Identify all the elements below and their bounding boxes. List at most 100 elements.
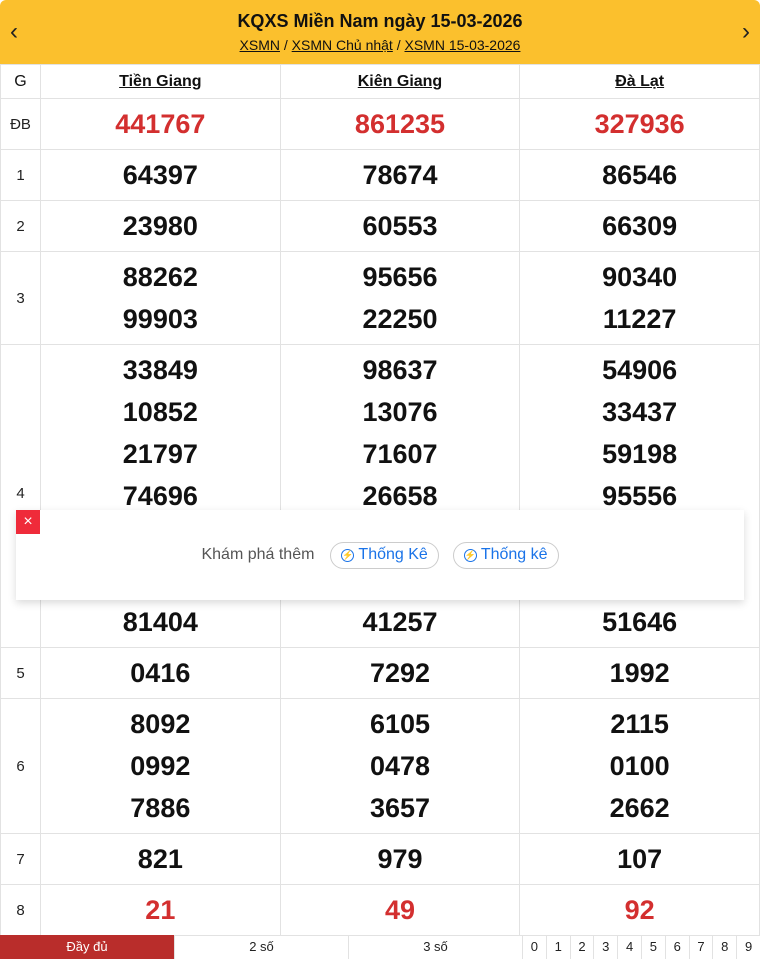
- prize-number: 7886: [130, 793, 191, 823]
- prize-number: 23980: [122, 211, 198, 241]
- statistics-chip[interactable]: ⚡ Thống Kê: [330, 541, 439, 569]
- breadcrumb-xsmn[interactable]: XSMN: [239, 37, 280, 53]
- tab-2-digits[interactable]: 2 số: [174, 935, 348, 959]
- prize-cell: 1992: [519, 647, 760, 699]
- prize-number: 60553: [362, 211, 438, 241]
- bolt-icon: ⚡: [341, 548, 355, 562]
- digit-filter-0[interactable]: 0: [522, 935, 546, 959]
- tab-full[interactable]: Đầy đủ: [0, 935, 174, 959]
- prize-cell: 107: [519, 833, 760, 885]
- prize-label: ĐB: [0, 98, 41, 150]
- digit-filter-9[interactable]: 9: [736, 935, 760, 959]
- prize-number: 88262: [122, 262, 198, 292]
- close-popup-button[interactable]: ×: [16, 510, 40, 534]
- prize-number: 22250: [362, 304, 438, 334]
- prize-number: 95656: [362, 262, 438, 292]
- prize-row: 5 0416 7292 1992: [0, 647, 760, 699]
- prize-number: 107: [617, 844, 663, 874]
- prize-number: 13076: [362, 397, 438, 427]
- digit-filter-1[interactable]: 1: [545, 935, 570, 959]
- prize-number: 21797: [122, 439, 198, 469]
- breadcrumb-separator: /: [283, 37, 288, 53]
- prize-label: 3: [0, 251, 41, 345]
- prize-cell: 88262 99903: [40, 251, 281, 345]
- prize-label: 8: [0, 884, 41, 936]
- prize-row: ĐB 441767 861235 327936: [0, 98, 760, 150]
- prev-day-chevron-left-icon[interactable]: ‹: [10, 18, 18, 45]
- digit-filter-8[interactable]: 8: [712, 935, 736, 959]
- prize-cell: 60553: [279, 200, 521, 252]
- prize-number: 441767: [115, 109, 206, 139]
- prize-number: 41257: [362, 607, 438, 637]
- chip-label: Thống kê: [480, 546, 548, 563]
- prize-number: 33849: [122, 355, 198, 385]
- prize-number: 6105: [369, 709, 431, 739]
- prize-cell: 0416: [40, 647, 281, 699]
- digit-filter-7[interactable]: 7: [688, 935, 713, 959]
- prize-cell: 86546: [519, 149, 760, 201]
- breadcrumb: XSMN / XSMN Chủ nhật / XSMN 15-03-2026: [0, 37, 760, 53]
- prize-number: 26658: [362, 481, 438, 511]
- prize-number: 95556: [602, 481, 678, 511]
- prize-cell: 92: [519, 884, 760, 936]
- prize-number: 3657: [369, 793, 431, 823]
- prize-number: 2662: [609, 793, 670, 823]
- prize-row: 4 33849 10852 21797 74696 81404 98637 13076 7160…: [0, 344, 760, 648]
- prize-label: 5: [0, 647, 41, 699]
- prize-cell: 23980: [40, 200, 281, 252]
- prize-number: 49: [384, 895, 415, 925]
- prize-cell: 78674: [279, 149, 521, 201]
- province-link[interactable]: Tiền Giang: [119, 72, 202, 90]
- prize-number: 8092: [130, 709, 191, 739]
- breadcrumb-separator: /: [396, 37, 401, 53]
- prize-number: 64397: [122, 160, 198, 190]
- prize-row: 2 23980 60553 66309: [0, 200, 760, 252]
- prize-cell: 64397: [40, 149, 281, 201]
- digit-filter-2[interactable]: 2: [569, 935, 594, 959]
- province-header: Kiên Giang: [279, 64, 521, 99]
- prize-cell: 327936: [519, 98, 760, 150]
- province-link[interactable]: Đà Lạt: [615, 72, 665, 90]
- digit-filter-4[interactable]: 4: [617, 935, 641, 959]
- prize-number: 821: [137, 844, 183, 874]
- explore-more-popup: Khám phá thêm ⚡ Thống Kê ⚡ Thống kê: [16, 510, 744, 600]
- prize-cell: 979: [279, 833, 521, 885]
- tab-3-digits[interactable]: 3 số: [348, 935, 522, 959]
- prize-number: 54906: [602, 355, 678, 385]
- digit-filter-5[interactable]: 5: [640, 935, 665, 959]
- page-title: KQXS Miền Nam ngày 15-03-2026: [237, 11, 523, 31]
- prize-number: 10852: [122, 397, 198, 427]
- digit-filter-3[interactable]: 3: [593, 935, 617, 959]
- breadcrumb-xsmn-chu-nhat[interactable]: XSMN Chủ nhật: [291, 37, 393, 53]
- next-day-chevron-right-icon[interactable]: ›: [742, 18, 750, 45]
- prize-number: 21: [145, 895, 176, 925]
- prize-number: 861235: [354, 109, 446, 139]
- prize-number: 98637: [362, 355, 438, 385]
- prize-number: 0478: [369, 751, 431, 781]
- province-link[interactable]: Kiên Giang: [357, 72, 443, 90]
- prize-row: 6 8092 0992 7886 6105 0478 3657 2115 0100 2662: [0, 698, 760, 834]
- chip-label: Thống Kê: [358, 546, 428, 563]
- prize-number: 81404: [122, 607, 198, 637]
- prize-cell: 98637 13076 71607 26658 41257: [279, 344, 521, 648]
- prize-number: 0100: [609, 751, 670, 781]
- prize-number: 0992: [130, 751, 191, 781]
- prize-number: 90340: [602, 262, 678, 292]
- digit-filter-6[interactable]: 6: [664, 935, 689, 959]
- prize-cell: 33849 10852 21797 74696 81404: [40, 344, 281, 648]
- prize-cell: 21: [40, 884, 281, 936]
- prize-number: 1992: [609, 658, 670, 688]
- prize-number: 59198: [602, 439, 678, 469]
- province-header: Đà Lạt: [519, 64, 760, 99]
- prize-number: 51646: [602, 607, 678, 637]
- prize-cell: 90340 11227: [519, 251, 760, 345]
- breadcrumb-xsmn-date[interactable]: XSMN 15-03-2026: [404, 37, 521, 53]
- explore-more-label: Khám phá thêm: [201, 546, 315, 563]
- prize-number: 74696: [122, 481, 198, 511]
- prize-row: 3 88262 99903 95656 22250 90340 11227: [0, 251, 760, 345]
- prize-cell: 66309: [519, 200, 760, 252]
- statistics-chip[interactable]: ⚡ Thống kê: [452, 541, 559, 569]
- prize-row: 7 821 979 107: [0, 833, 760, 885]
- province-header: Tiền Giang: [40, 64, 281, 99]
